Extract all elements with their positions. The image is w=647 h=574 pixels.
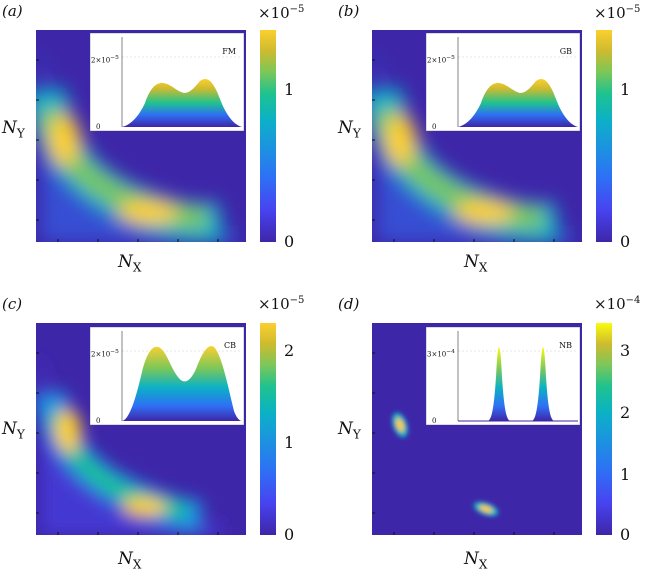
panel-c: (c) NY NX xyxy=(0,287,320,574)
inset-y0: 0 xyxy=(432,123,437,131)
colorbar-tick: 2 xyxy=(620,403,631,422)
y-axis-label: NY xyxy=(338,419,361,442)
inset-y0: 0 xyxy=(432,417,437,425)
mode-lower xyxy=(479,505,493,513)
colorbar xyxy=(260,30,276,242)
x-axis-label: NX xyxy=(464,252,488,275)
y-axis-label: NY xyxy=(2,419,25,442)
colorbar-tick: 3 xyxy=(620,341,631,360)
colorbar-tick: 1 xyxy=(284,80,295,99)
inset-area xyxy=(458,79,578,127)
inset: 2×10−5 0 GB xyxy=(425,32,581,132)
colorbar xyxy=(596,30,612,242)
inset: 2×10−5 0 FM xyxy=(89,32,245,132)
colorbar-exponent: ×10−5 xyxy=(258,4,305,22)
inset: 2×10−5 0 CB xyxy=(89,326,245,426)
inset-tag: GB xyxy=(559,47,572,56)
inset-tag: NB xyxy=(559,341,572,350)
inset-ymax: 2×10−5 xyxy=(427,55,455,65)
inset-ymax: 2×10−5 xyxy=(91,349,119,359)
inset-tag: FM xyxy=(222,47,236,56)
panel-label: (c) xyxy=(2,295,23,313)
inset-area xyxy=(122,346,242,421)
mode-upper xyxy=(395,418,405,432)
x-axis-label: NX xyxy=(464,549,488,572)
panel-b: (b) NY NX xyxy=(324,0,644,287)
colorbar-exponent: ×10−5 xyxy=(594,4,641,22)
colorbar-tick: 0 xyxy=(620,232,631,251)
colorbar-tick: 2 xyxy=(284,341,295,360)
colorbar-tick: 0 xyxy=(284,525,295,544)
y-axis-label: NY xyxy=(2,118,25,141)
panel-a: (a) NY NX xyxy=(0,0,320,287)
inset-peak xyxy=(488,347,510,421)
colorbar-exponent: ×10−4 xyxy=(594,295,641,313)
x-axis-label: NX xyxy=(118,252,142,275)
inset-area xyxy=(122,79,242,127)
inset-ymax: 2×10−5 xyxy=(91,55,119,65)
inset-tag: CB xyxy=(224,341,236,350)
panel-label: (b) xyxy=(338,2,360,20)
colorbar xyxy=(596,323,612,535)
panel-label: (d) xyxy=(338,295,360,313)
inset-y0: 0 xyxy=(96,417,101,425)
colorbar-tick: 0 xyxy=(284,232,295,251)
mode-upper xyxy=(55,409,81,453)
mode-lower xyxy=(454,199,514,225)
colorbar-exponent: ×10−5 xyxy=(258,295,305,313)
mode-lower xyxy=(122,497,166,517)
x-axis-label: NX xyxy=(118,549,142,572)
mode-lower xyxy=(118,199,178,225)
colorbar-tick: 1 xyxy=(620,80,631,99)
inset: 3×10−4 0 NB xyxy=(425,326,581,426)
colorbar-tick: 0 xyxy=(620,525,631,544)
panel-d: (d) NY NX xyxy=(324,287,644,574)
colorbar-tick: 1 xyxy=(620,465,631,484)
inset-y0: 0 xyxy=(96,123,101,131)
mode-upper xyxy=(384,114,416,166)
inset-peak xyxy=(532,347,554,421)
mode-upper xyxy=(48,114,80,166)
panel-label: (a) xyxy=(2,2,23,20)
colorbar-tick: 1 xyxy=(284,433,295,452)
colorbar xyxy=(260,323,276,535)
inset-ymax: 3×10−4 xyxy=(427,349,455,359)
y-axis-label: NY xyxy=(338,118,361,141)
